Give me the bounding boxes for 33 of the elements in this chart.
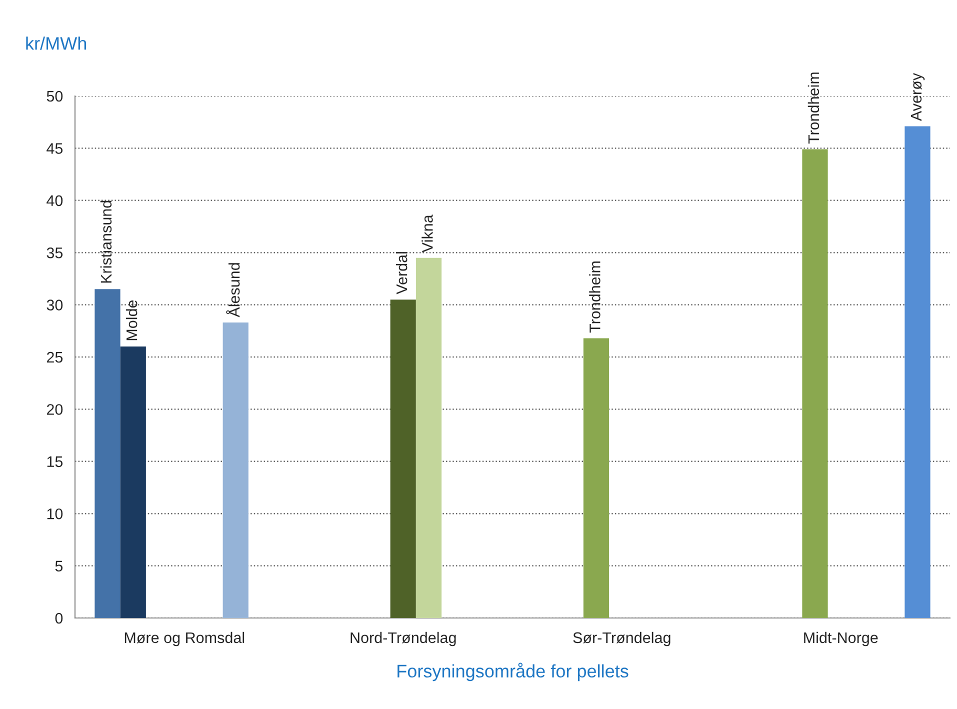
text: Kristiansund: [100, 200, 112, 283]
bar: [802, 149, 828, 618]
y-tick-label: 50: [46, 90, 63, 102]
text: Molde: [126, 300, 138, 340]
x-tick-label: Midt-Norge: [804, 632, 878, 646]
text: Trondheim: [589, 262, 600, 333]
y-tick-label: 5: [55, 560, 63, 572]
x-tick-label: Møre og Romsdal: [124, 632, 244, 646]
bar: [390, 300, 416, 618]
bar: [94, 289, 120, 618]
x-axis-title: Forsyningsområde for pellets: [398, 662, 628, 682]
y-axis-title: kr/MWh: [26, 36, 86, 50]
text: Verdal: [396, 252, 408, 294]
bar: [416, 258, 442, 618]
y-tick-label: 20: [46, 404, 63, 415]
text: Vikna: [422, 214, 433, 253]
text: Trondheim: [808, 72, 820, 144]
y-tick-label: 15: [47, 456, 63, 468]
y-tick-label: 30: [46, 300, 63, 310]
y-tick-label: 40: [46, 195, 63, 206]
bar: [904, 126, 930, 618]
text: Ålesund: [226, 263, 240, 318]
bar: [583, 338, 610, 618]
y-tick-label: 25: [46, 352, 63, 363]
text: Averøy: [910, 72, 925, 122]
bar: [222, 322, 248, 618]
x-tick-label: Sør-Trøndelag: [573, 632, 670, 646]
y-tick-label: 0: [55, 612, 63, 624]
y-tick-label: 45: [46, 143, 63, 154]
bar: [120, 346, 146, 618]
y-tick-label: 10: [47, 508, 63, 520]
y-tick-label: 35: [46, 247, 63, 258]
x-tick-label: Nord-Trøndelag: [350, 632, 456, 646]
